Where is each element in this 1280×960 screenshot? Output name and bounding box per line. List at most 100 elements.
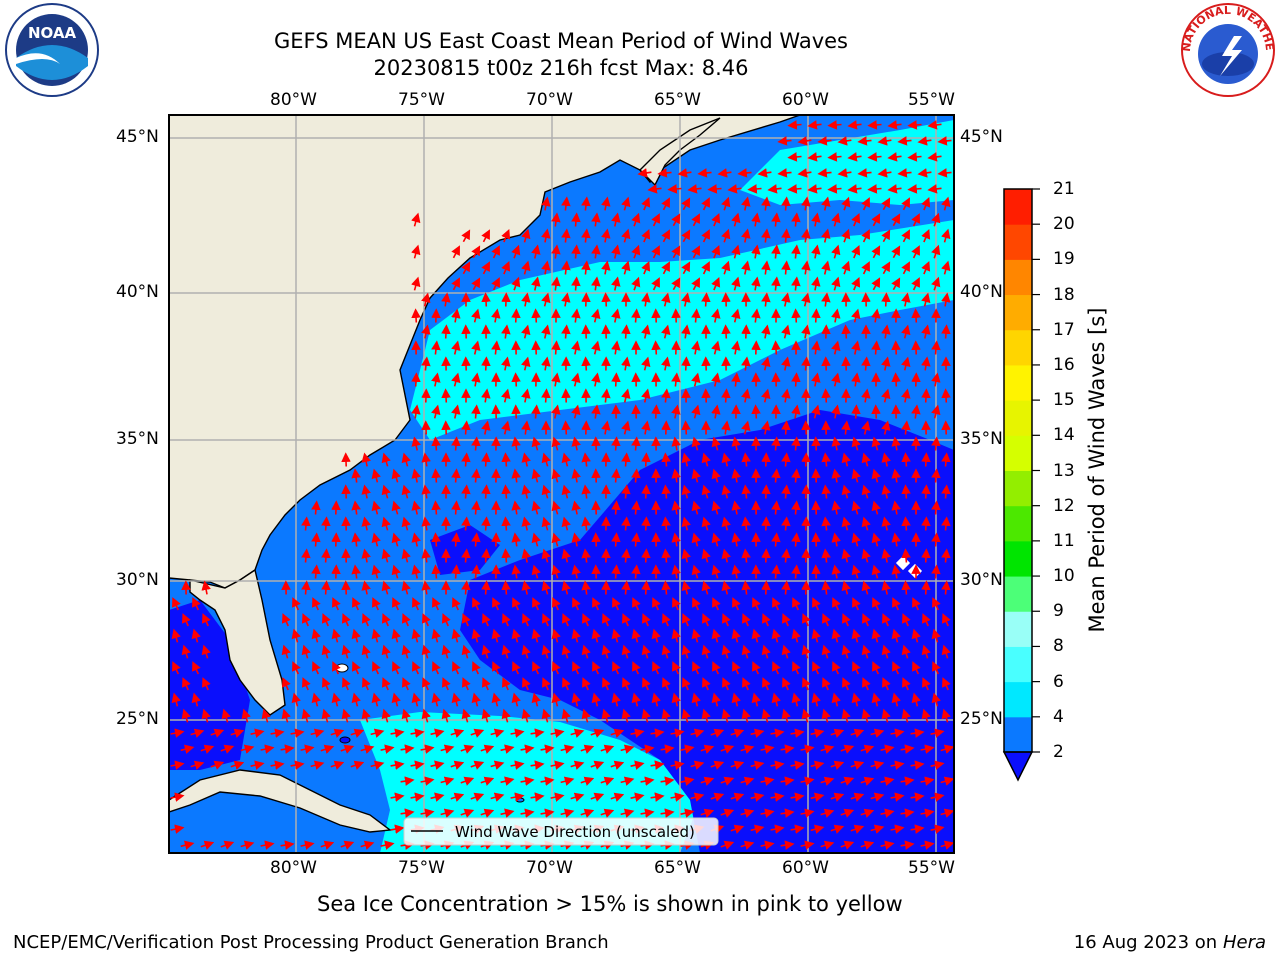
wind-wave-arrow xyxy=(691,340,701,355)
wind-wave-arrow xyxy=(591,692,601,707)
wind-wave-arrow xyxy=(611,276,621,291)
wind-wave-arrow xyxy=(551,436,561,451)
wind-wave-arrow xyxy=(601,420,611,435)
wind-wave-arrow xyxy=(701,708,711,723)
wind-wave-arrow xyxy=(321,613,331,627)
wind-wave-arrow xyxy=(887,120,902,130)
wind-wave-arrow xyxy=(451,564,461,579)
lon-tick-bottom: 65°W xyxy=(654,858,701,878)
wind-wave-arrow xyxy=(861,548,871,563)
wind-wave-arrow xyxy=(481,388,491,403)
wind-wave-arrow xyxy=(471,308,481,323)
wind-wave-arrow xyxy=(281,644,291,659)
wind-wave-arrow xyxy=(551,212,561,227)
wind-wave-arrow xyxy=(270,760,285,770)
wind-wave-arrow xyxy=(661,580,671,595)
wind-wave-arrow xyxy=(840,744,855,754)
wind-wave-arrow xyxy=(791,404,801,419)
wind-wave-arrow xyxy=(631,500,641,515)
wind-wave-arrow xyxy=(451,340,461,355)
wind-wave-arrow xyxy=(451,308,461,323)
wind-wave-arrow xyxy=(571,692,581,707)
wind-wave-arrow xyxy=(381,548,391,563)
wind-wave-arrow xyxy=(541,452,551,467)
wind-wave-arrow xyxy=(891,245,901,259)
wind-wave-arrow xyxy=(787,120,802,130)
wind-wave-arrow xyxy=(681,420,691,435)
wind-wave-arrow xyxy=(841,452,851,467)
wind-wave-arrow xyxy=(340,840,355,850)
wind-wave-arrow xyxy=(871,308,881,323)
lon-tick-bottom: 75°W xyxy=(398,858,445,878)
wind-wave-arrow xyxy=(611,308,621,323)
wind-wave-arrow xyxy=(621,580,631,595)
wind-wave-arrow xyxy=(830,760,845,770)
wind-wave-arrow xyxy=(940,776,954,786)
wind-wave-arrow xyxy=(887,152,902,162)
wind-wave-arrow xyxy=(470,792,485,802)
wind-wave-arrow xyxy=(292,597,301,611)
wind-wave-arrow xyxy=(880,776,895,786)
wind-wave-arrow xyxy=(261,708,271,723)
wind-wave-arrow xyxy=(741,260,751,275)
wind-wave-arrow xyxy=(731,340,741,355)
wind-wave-arrow xyxy=(351,692,361,707)
wind-wave-arrow xyxy=(440,776,455,786)
wind-wave-arrow xyxy=(821,516,831,531)
wind-wave-arrow xyxy=(847,152,862,162)
wind-wave-arrow xyxy=(501,580,511,595)
wind-wave-arrow xyxy=(801,613,811,627)
wind-wave-arrow xyxy=(807,184,822,194)
wind-wave-arrow xyxy=(621,708,631,723)
wind-wave-arrow xyxy=(841,260,851,275)
wind-wave-arrow xyxy=(401,644,411,659)
wind-wave-arrow xyxy=(191,692,201,707)
wind-wave-arrow xyxy=(707,184,722,194)
lat-tick-right: 25°N xyxy=(960,709,1003,729)
colorbar-block xyxy=(1004,400,1032,436)
wind-wave-arrow xyxy=(931,372,941,387)
wind-wave-arrow xyxy=(290,760,305,770)
wind-wave-arrow xyxy=(390,728,405,738)
wind-wave-arrow xyxy=(811,308,821,323)
wind-wave-arrow xyxy=(841,228,851,243)
wind-wave-arrow xyxy=(831,628,841,643)
wind-wave-arrow xyxy=(911,245,920,259)
wind-wave-arrow xyxy=(521,228,531,243)
wind-wave-arrow xyxy=(851,628,861,643)
wind-wave-arrow xyxy=(601,196,611,211)
wind-wave-arrow xyxy=(520,808,535,818)
wind-wave-arrow xyxy=(432,597,441,611)
wind-wave-arrow xyxy=(881,613,891,627)
wind-wave-arrow xyxy=(531,404,541,419)
wind-wave-arrow xyxy=(531,564,541,579)
wind-wave-arrow xyxy=(930,824,945,834)
wind-wave-arrow xyxy=(761,196,771,211)
wind-wave-arrow xyxy=(677,168,692,178)
wind-wave-arrow xyxy=(881,644,891,659)
wind-wave-arrow xyxy=(931,692,941,707)
wind-wave-arrow xyxy=(571,532,581,547)
wind-wave-arrow xyxy=(741,452,751,467)
wind-wave-arrow xyxy=(471,564,481,579)
wind-wave-arrow xyxy=(831,692,841,707)
wind-wave-arrow xyxy=(801,677,811,691)
wind-wave-arrow xyxy=(321,677,331,691)
map-legend: Wind Wave Direction (unscaled) xyxy=(403,817,719,846)
wind-wave-arrow xyxy=(501,708,511,723)
wind-wave-arrow xyxy=(521,708,531,723)
wind-wave-arrow xyxy=(681,324,691,339)
wind-wave-arrow xyxy=(861,452,871,467)
wind-wave-arrow xyxy=(941,228,951,243)
wind-wave-arrow xyxy=(780,776,795,786)
wind-wave-arrow xyxy=(891,213,901,227)
wind-wave-arrow xyxy=(631,532,641,547)
wind-wave-arrow xyxy=(571,308,581,323)
lat-tick-left: 35°N xyxy=(116,429,159,449)
colorbar-block xyxy=(1004,329,1032,366)
wind-wave-arrow xyxy=(530,760,545,770)
wind-wave-arrow xyxy=(850,760,865,770)
wind-wave-arrow xyxy=(290,728,305,738)
wind-wave-arrow xyxy=(721,677,731,691)
colorbar-block xyxy=(1004,505,1032,542)
